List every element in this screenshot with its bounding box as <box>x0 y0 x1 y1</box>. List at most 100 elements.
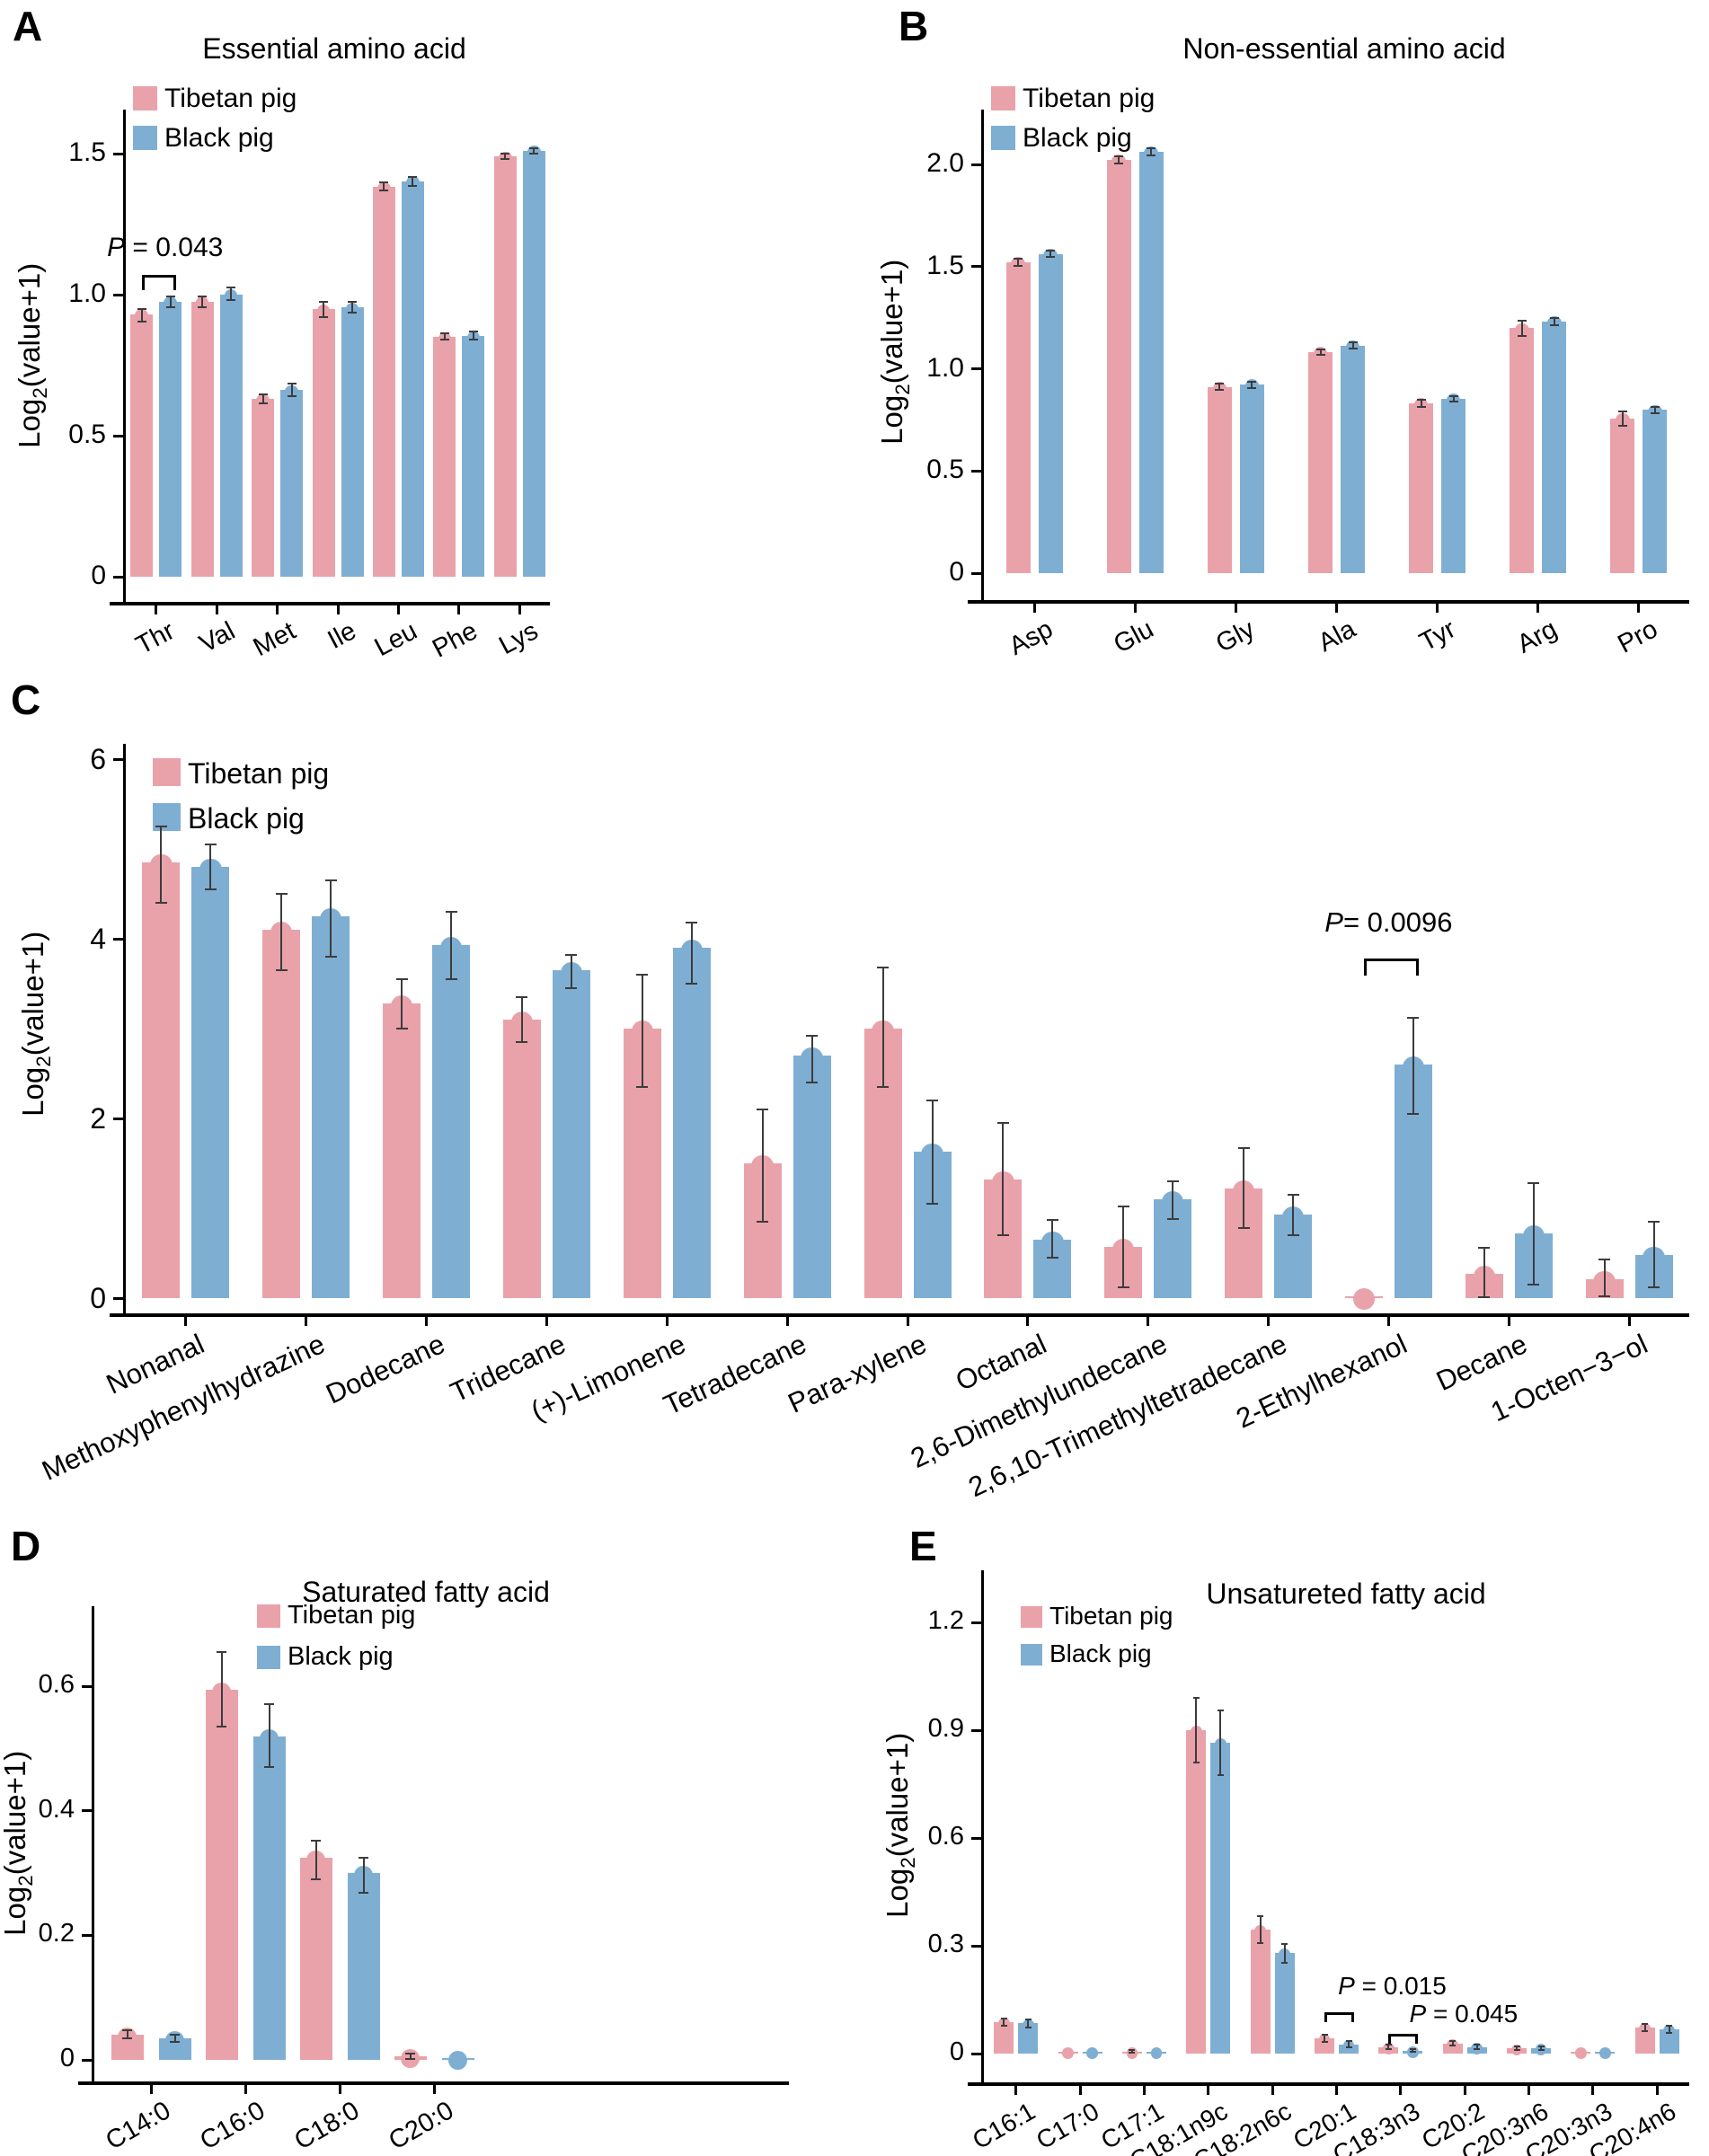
error-bar-black-val <box>230 287 233 301</box>
y-tick-label-b-2: 1.0 <box>926 352 964 383</box>
bar-dome-black-c17-1 <box>1150 2047 1163 2059</box>
bar-black-dodecane <box>432 945 471 1298</box>
error-cap-top-black-c18-0 <box>359 1856 368 1859</box>
y-axis-title-sub: 2 <box>31 1056 55 1067</box>
error-bar-tibetan-tetradecane <box>761 1109 764 1222</box>
error-cap-top-black-c18-1n9c <box>1217 1710 1224 1711</box>
x-label-phe: Phe <box>428 616 483 664</box>
error-cap-bottom-black-arg <box>1549 323 1559 326</box>
x-tick-tridecane <box>545 1317 548 1326</box>
y-tick-label-b-3: 1.5 <box>926 250 964 280</box>
error-cap-bottom-black-tetradecane <box>806 1082 819 1083</box>
error-cap-top-black-2-6-dimethylundecane <box>1166 1180 1179 1182</box>
error-bar-tibetan-para-xylene <box>881 968 884 1087</box>
bar-black-val <box>219 295 243 577</box>
error-cap-bottom-black-c16-1 <box>1024 2026 1032 2028</box>
y-axis-title-sub: 2 <box>13 1875 37 1886</box>
error-cap-bottom-black-asp <box>1046 255 1056 258</box>
error-bar-tibetan-arg <box>1520 321 1523 336</box>
y-tick-label-d-3: 0.6 <box>38 1670 75 1700</box>
error-cap-top-tibetan-decane <box>1478 1247 1491 1249</box>
bar-tibetan-methoxyphenylhydrazine <box>262 930 301 1298</box>
legend-label-black: Black pig <box>1023 122 1132 153</box>
bar-black-c16-0 <box>252 1736 286 2060</box>
error-cap-bottom-tibetan-methoxyphenylhydrazine <box>275 969 288 971</box>
error-bar-tibetan-lys <box>504 154 507 160</box>
error-cap-top-tibetan-arg <box>1517 320 1527 323</box>
y-axis-line-e <box>981 1570 984 2082</box>
pvalue-text: = 0.015 <box>1354 1972 1447 2000</box>
x-tick-tyr <box>1436 604 1439 613</box>
x-tick-c20-1 <box>1335 2086 1338 2095</box>
error-bar-tibetan-1-octen-3-ol <box>1603 1259 1606 1296</box>
error-bar-black-nonanal <box>209 844 212 889</box>
chart-title-b: Non-essential amino acid <box>1182 32 1506 65</box>
error-bar-black-2-6-10-trimethyltetradecane <box>1292 1195 1295 1235</box>
x-tick-nonanal <box>184 1317 188 1326</box>
y-tick-label-a-2: 1.0 <box>68 278 106 308</box>
bar-tibetan-tyr <box>1409 402 1434 573</box>
error-cap-bottom-tibetan-c16-1 <box>1000 2024 1007 2027</box>
error-cap-bottom-tibetan-gly <box>1215 388 1225 391</box>
error-cap-bottom-tibetan-1-octen-3-ol <box>1598 1295 1611 1297</box>
error-cap-top-black-limonene <box>686 922 698 923</box>
error-cap-top-black-ile <box>348 300 357 303</box>
legend-swatch-black <box>991 126 1015 150</box>
error-bar-black-c18-0 <box>362 1857 365 1894</box>
bar-black-leu <box>401 181 424 577</box>
pvalue-bracket-c18-3n3 <box>1388 2034 1419 2044</box>
x-tick-c20-0 <box>432 2085 436 2094</box>
x-tick-2-6-dimethylundecane <box>1147 1317 1150 1326</box>
y-tick-b-1 <box>971 469 984 473</box>
y-tick-c-2 <box>113 937 126 941</box>
pvalue-text: = 0.0096 <box>1342 906 1453 938</box>
error-bar-black-pro <box>1653 406 1656 414</box>
error-bar-tibetan-c18-0 <box>314 1841 317 1880</box>
error-cap-bottom-black-lys <box>529 153 539 155</box>
pvalue-bracket-c20-1 <box>1324 2012 1354 2022</box>
panel-label-d: D <box>11 1523 41 1569</box>
bar-black-c16-1 <box>1018 2023 1039 2054</box>
legend-swatch-tibetan <box>153 758 181 786</box>
error-bar-black-tetradecane <box>810 1036 813 1082</box>
error-bar-black-c16-1 <box>1027 2019 1030 2028</box>
panel-label-c: C <box>11 676 41 723</box>
legend-label-tibetan: Tibetan pig <box>164 83 297 113</box>
error-cap-top-black-c20-2 <box>1474 2044 1481 2046</box>
bar-dome-black-c20-3n3 <box>1599 2047 1611 2059</box>
bar-tibetan-arg <box>1510 328 1535 573</box>
bar-dome-black-c17-0 <box>1086 2047 1098 2059</box>
x-label-ile: Ile <box>323 616 362 655</box>
x-tick-asp <box>1032 604 1036 613</box>
error-bar-black-gly <box>1251 381 1253 388</box>
bar-tibetan-val <box>190 301 214 577</box>
bar-black-nonanal <box>191 867 230 1298</box>
error-bar-tibetan-octanal <box>1002 1123 1005 1235</box>
y-tick-e-1 <box>971 1944 984 1948</box>
error-bar-tibetan-glu <box>1118 156 1120 163</box>
x-tick-limonene <box>665 1317 669 1326</box>
pvalue-label-c20-1: P = 0.015 <box>1267 1972 1519 2001</box>
error-cap-bottom-black-tyr <box>1448 401 1458 403</box>
x-label-met: Met <box>248 616 301 663</box>
error-cap-top-tibetan-c18-1n9c <box>1192 1697 1200 1699</box>
error-cap-top-black-c14-0 <box>170 2033 180 2036</box>
error-cap-bottom-black-gly <box>1247 386 1257 389</box>
error-bar-black-c16-0 <box>268 1703 270 1768</box>
legend-swatch-black <box>1021 1644 1042 1666</box>
pvalue-label-c18-3n3: P = 0.045 <box>1338 2000 1589 2028</box>
y-axis-line-b <box>981 110 984 600</box>
error-cap-bottom-tibetan-leu <box>379 190 389 192</box>
error-cap-bottom-tibetan-c20-0 <box>405 2057 415 2060</box>
y-axis-title-pre: Log <box>875 394 909 445</box>
error-cap-top-tibetan-tyr <box>1416 399 1426 402</box>
x-tick-c20-4n6 <box>1655 2086 1659 2095</box>
y-tick-a-0 <box>113 575 126 579</box>
x-tick-2-6-10-trimethyltetradecane <box>1267 1317 1271 1326</box>
y-tick-b-4 <box>971 163 984 166</box>
error-cap-bottom-tibetan-dodecane <box>395 1028 408 1029</box>
error-cap-bottom-tibetan-tetradecane <box>757 1221 769 1223</box>
x-tick-gly <box>1234 604 1237 613</box>
bar-tibetan-glu <box>1106 160 1131 573</box>
error-cap-top-tibetan-c20-3n6 <box>1513 2046 1520 2048</box>
